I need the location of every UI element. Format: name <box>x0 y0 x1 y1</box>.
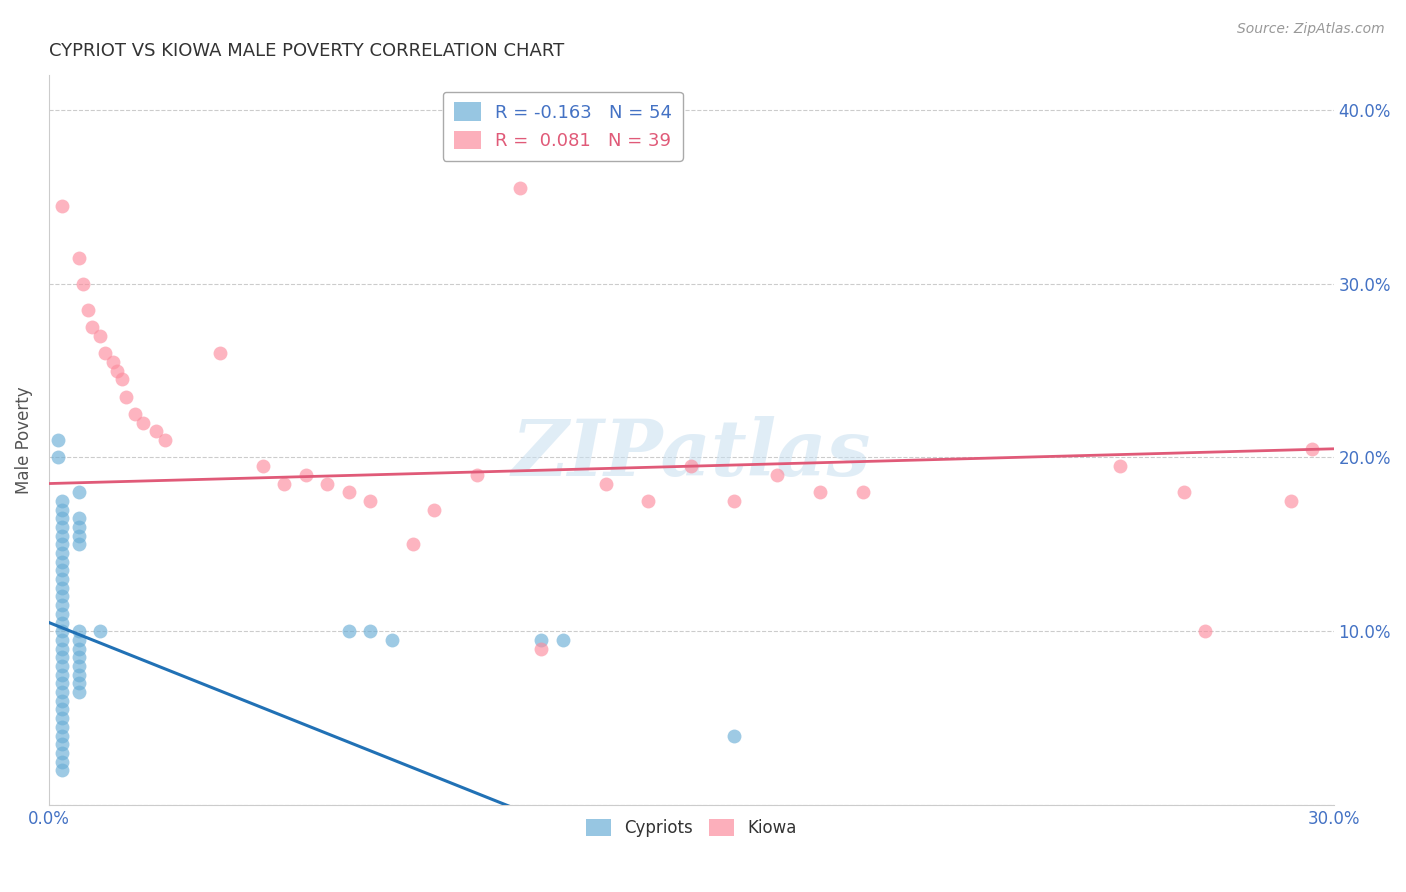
Point <box>51 667 73 681</box>
Point <box>51 520 73 534</box>
Point <box>209 346 232 360</box>
Point <box>51 529 73 543</box>
Point <box>359 494 381 508</box>
Point <box>67 511 90 525</box>
Point <box>132 416 155 430</box>
Point <box>51 659 73 673</box>
Point <box>89 624 111 639</box>
Point <box>67 632 90 647</box>
Point <box>1279 494 1302 508</box>
Point <box>67 667 90 681</box>
Point <box>1301 442 1323 456</box>
Point <box>51 632 73 647</box>
Point <box>51 546 73 560</box>
Point <box>67 529 90 543</box>
Point <box>115 390 138 404</box>
Point <box>145 425 167 439</box>
Point <box>51 685 73 699</box>
Point <box>465 467 488 482</box>
Point <box>51 615 73 630</box>
Point <box>67 520 90 534</box>
Point <box>51 641 73 656</box>
Point <box>723 494 745 508</box>
Point <box>67 641 90 656</box>
Point <box>51 598 73 612</box>
Point <box>51 764 73 778</box>
Point <box>67 650 90 665</box>
Point <box>852 485 875 500</box>
Point <box>111 372 134 386</box>
Legend: Cypriots, Kiowa: Cypriots, Kiowa <box>579 813 804 844</box>
Point <box>1108 459 1130 474</box>
Point <box>51 624 73 639</box>
Point <box>252 459 274 474</box>
Point <box>51 755 73 769</box>
Text: Source: ZipAtlas.com: Source: ZipAtlas.com <box>1237 22 1385 37</box>
Point <box>51 581 73 595</box>
Point <box>107 363 129 377</box>
Point <box>766 467 789 482</box>
Point <box>423 502 446 516</box>
Point <box>67 251 90 265</box>
Point <box>551 632 574 647</box>
Point <box>530 641 553 656</box>
Point <box>153 433 176 447</box>
Point <box>93 346 115 360</box>
Point <box>273 476 295 491</box>
Point <box>51 737 73 751</box>
Y-axis label: Male Poverty: Male Poverty <box>15 386 32 494</box>
Text: ZIPatlas: ZIPatlas <box>512 417 870 493</box>
Point <box>76 302 98 317</box>
Point <box>124 407 146 421</box>
Point <box>51 746 73 760</box>
Point <box>51 537 73 551</box>
Point <box>67 624 90 639</box>
Point <box>51 650 73 665</box>
Point <box>681 459 703 474</box>
Point <box>51 502 73 516</box>
Point <box>67 485 90 500</box>
Point <box>51 694 73 708</box>
Point <box>51 729 73 743</box>
Point <box>103 355 125 369</box>
Point <box>67 537 90 551</box>
Point <box>72 277 94 291</box>
Point <box>402 537 425 551</box>
Point <box>337 624 360 639</box>
Point <box>1194 624 1216 639</box>
Point <box>89 329 111 343</box>
Point <box>359 624 381 639</box>
Point <box>51 563 73 577</box>
Point <box>51 720 73 734</box>
Point <box>51 711 73 725</box>
Point <box>67 685 90 699</box>
Point <box>51 198 73 212</box>
Point <box>46 450 69 465</box>
Point <box>808 485 831 500</box>
Point <box>51 590 73 604</box>
Point <box>51 555 73 569</box>
Point <box>67 659 90 673</box>
Point <box>51 494 73 508</box>
Point <box>1173 485 1195 500</box>
Point <box>723 729 745 743</box>
Point <box>51 572 73 586</box>
Point <box>530 632 553 647</box>
Point <box>46 433 69 447</box>
Point <box>51 511 73 525</box>
Point <box>509 181 531 195</box>
Point <box>637 494 659 508</box>
Point <box>337 485 360 500</box>
Point <box>80 320 103 334</box>
Point <box>380 632 402 647</box>
Point <box>595 476 617 491</box>
Point <box>295 467 318 482</box>
Point <box>67 676 90 690</box>
Point <box>51 702 73 716</box>
Point <box>51 676 73 690</box>
Point <box>316 476 339 491</box>
Text: CYPRIOT VS KIOWA MALE POVERTY CORRELATION CHART: CYPRIOT VS KIOWA MALE POVERTY CORRELATIO… <box>49 42 564 60</box>
Point <box>51 607 73 621</box>
